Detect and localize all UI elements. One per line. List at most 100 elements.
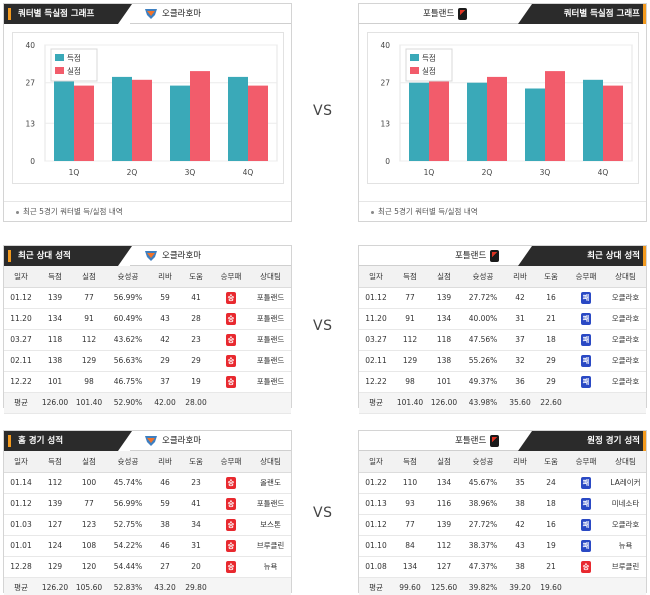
table-cell: 110 [393, 472, 427, 494]
x-tick-label: 1Q [69, 168, 80, 177]
table-row: 01.12 139 77 56.99% 59 41 승 포틀랜드 [4, 287, 291, 309]
table-cell: 45.67% [461, 472, 505, 494]
result-cell: 패 [567, 472, 605, 494]
table-cell: 브루클린 [250, 535, 291, 557]
average-cell: 39.20 [505, 577, 535, 595]
average-cell: 43.20 [150, 577, 180, 595]
section-title: 홈 경기 성적 [4, 431, 132, 451]
bar-allowed [248, 85, 268, 161]
vs-label-1: VS [313, 103, 333, 119]
average-cell: 126.00 [38, 392, 72, 414]
column-header: 상대팀 [605, 451, 646, 473]
table-cell: 포틀랜드 [250, 371, 291, 393]
table-cell: 41 [180, 493, 212, 515]
win-badge: 승 [226, 312, 236, 325]
table-cell: 포틀랜드 [250, 329, 291, 351]
result-cell: 승 [212, 535, 250, 557]
table-cell: 01.12 [359, 287, 393, 309]
bar-allowed [132, 79, 152, 161]
team-name: 포틀랜드 [455, 251, 487, 261]
table-cell: 27.72% [461, 514, 505, 536]
x-tick-label: 2Q [127, 168, 138, 177]
result-cell: 패 [567, 535, 605, 557]
table-cell: 31 [505, 308, 535, 330]
win-badge: 승 [226, 354, 236, 367]
win-badge: 승 [226, 291, 236, 304]
chart-footer-text: 최근 5경기 쿼터별 득/실점 내역 [378, 207, 478, 216]
home-games-panel: 홈 경기 성적 오클라호마 일자 득점 실점 슛성공 리바 도움 승무패 상대팀 01.14 11… [3, 430, 292, 595]
loss-badge: 패 [581, 518, 591, 531]
result-cell: 승 [212, 556, 250, 578]
column-header: 득점 [38, 266, 72, 288]
bar-scored [170, 85, 190, 161]
table-cell: 보스톤 [250, 514, 291, 536]
table-row: 03.27 118 112 43.62% 42 23 승 포틀랜드 [4, 329, 291, 351]
team-label: 오클라호마 [144, 246, 201, 266]
table-header-row: 일자 득점 실점 슛성공 리바 도움 승무패 상대팀 [4, 451, 291, 473]
average-cell: 평균 [4, 577, 38, 595]
table-cell: 118 [38, 329, 72, 351]
loss-badge: 패 [581, 539, 591, 552]
loss-badge: 패 [581, 312, 591, 325]
average-cell: 29.80 [180, 577, 212, 595]
bar-scored [228, 76, 248, 161]
table-row: 01.22 110 134 45.67% 35 24 패 LA레이커 [359, 472, 646, 494]
table-row: 01.10 84 112 38.37% 43 19 패 뉴욕 [359, 535, 646, 557]
table-cell: 01.10 [359, 535, 393, 557]
table-cell: 01.01 [4, 535, 38, 557]
table-cell: 43 [150, 308, 180, 330]
loss-badge: 패 [581, 375, 591, 388]
table-cell: 112 [393, 329, 427, 351]
average-cell: 평균 [359, 577, 393, 595]
average-cell [605, 392, 646, 414]
table-row: 01.12 139 77 56.99% 59 41 승 포틀랜드 [4, 493, 291, 515]
table-cell: 120 [72, 556, 106, 578]
table-cell: 37 [505, 329, 535, 351]
table-row: 01.08 134 127 47.37% 38 21 승 브루클린 [359, 556, 646, 578]
bar-allowed [603, 85, 623, 161]
y-tick-label: 40 [25, 41, 35, 50]
win-badge: 승 [226, 375, 236, 388]
table-cell: 134 [427, 308, 461, 330]
table-header-row: 일자 득점 실점 슛성공 리바 도움 승무패 상대팀 [359, 266, 646, 288]
table-cell: 27 [150, 556, 180, 578]
legend-swatch [55, 54, 64, 61]
table-cell: 59 [150, 287, 180, 309]
bar-chart-away: 0 13 27 40 1Q 2Q 3Q 4Q 득점 실점 [367, 32, 639, 184]
column-header: 리바 [505, 266, 535, 288]
table-cell: 112 [427, 535, 461, 557]
average-cell: 35.60 [505, 392, 535, 414]
table-cell: 98 [72, 371, 106, 393]
result-cell: 승 [212, 514, 250, 536]
table-row: 01.14 112 100 45.74% 46 23 승 올랜도 [4, 472, 291, 494]
average-cell: 101.40 [72, 392, 106, 414]
table-row: 11.20 134 91 60.49% 43 28 승 포틀랜드 [4, 308, 291, 330]
table-cell: 12.22 [359, 371, 393, 393]
bar-scored [54, 76, 74, 161]
table-cell: 02.11 [359, 350, 393, 372]
table-row: 12.22 98 101 49.37% 36 29 패 오클라호 [359, 371, 646, 393]
table-row: 01.03 127 123 52.75% 38 34 승 보스톤 [4, 514, 291, 536]
table-cell: 19 [180, 371, 212, 393]
table-cell: 오클라호 [605, 287, 646, 309]
table-cell: 127 [427, 556, 461, 578]
table-cell: 101 [38, 371, 72, 393]
table-cell: 오클라호 [605, 514, 646, 536]
table-cell: 139 [38, 493, 72, 515]
legend-swatch [410, 54, 419, 61]
team-name: 오클라호마 [162, 9, 202, 19]
table-cell: 포틀랜드 [250, 308, 291, 330]
column-header: 승무패 [212, 266, 250, 288]
table-cell: 129 [72, 350, 106, 372]
section-header: 포틀랜드 원정 경기 성적 [359, 431, 646, 451]
table-cell: 134 [393, 556, 427, 578]
table-cell: 21 [535, 556, 567, 578]
x-tick-label: 2Q [482, 168, 493, 177]
result-cell: 승 [212, 472, 250, 494]
table-cell: 47.37% [461, 556, 505, 578]
portland-logo-icon [490, 250, 500, 262]
table-cell: 43 [505, 535, 535, 557]
chart-header-away: 포틀랜드 쿼터별 득실점 그래프 [359, 4, 646, 24]
